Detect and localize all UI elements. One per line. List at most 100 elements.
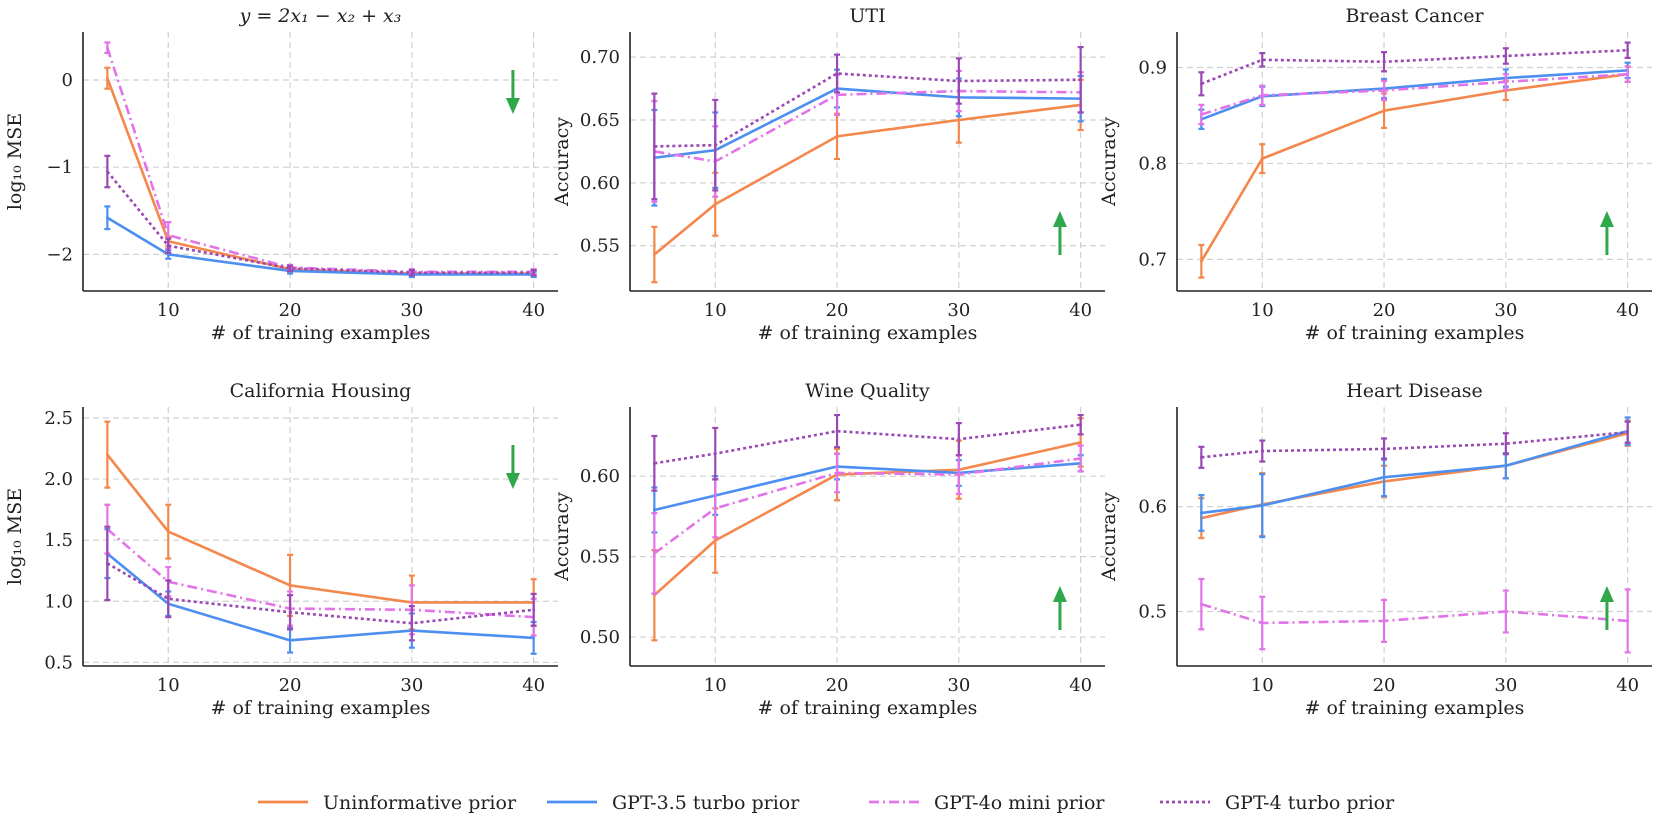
data-point: [1626, 48, 1630, 52]
x-tick-label: 40: [522, 300, 545, 321]
x-tick-label: 30: [947, 675, 970, 696]
series-line: [1200, 72, 1628, 262]
y-tick-label: 0.65: [580, 110, 620, 131]
data-point: [1504, 442, 1508, 446]
data-point: [957, 473, 961, 476]
arrow-up-icon: [1052, 586, 1067, 602]
x-tick-label: 20: [826, 300, 849, 321]
series-line: [106, 77, 534, 275]
y-tick-label: 2.5: [44, 408, 73, 429]
x-tick-label: 30: [400, 675, 423, 696]
data-point: [1504, 80, 1508, 84]
legend: Uninformative prior GPT-3.5 turbo prior GP…: [258, 792, 1395, 814]
data-point: [713, 202, 717, 206]
series-gpt4omini: [651, 444, 1084, 595]
series-gpt4turbo: [104, 525, 537, 642]
data-point: [1079, 440, 1083, 444]
series-gpt4omini: [1198, 577, 1631, 654]
data-point: [1199, 113, 1203, 116]
legend-label: GPT-3.5 turbo prior: [612, 792, 800, 814]
series-gpt4turbo: [651, 45, 1084, 201]
x-axis-label: # of training examples: [758, 697, 978, 719]
series-line: [106, 47, 534, 274]
legend-item-uninformative: Uninformative prior: [258, 792, 517, 814]
y-tick-label: 0.50: [580, 627, 620, 648]
x-tick-label: 30: [1494, 300, 1517, 321]
series-line: [106, 216, 534, 276]
x-tick-label: 10: [704, 300, 727, 321]
arrow-down-icon: [505, 98, 520, 114]
data-point: [835, 134, 839, 138]
data-point: [410, 271, 414, 275]
y-axis-label: Accuracy: [1098, 117, 1120, 207]
series-gpt4turbo: [1198, 41, 1631, 97]
y-axis-label: Accuracy: [1098, 492, 1120, 582]
series-gpt4omini: [1198, 65, 1631, 126]
chart-panel-2: 10 20 30 40 0.55 0.60 0.65 0.70 UTI # of training…: [551, 5, 1105, 344]
legend-item-gpt4turbo: GPT-4 turbo prior: [1160, 792, 1395, 814]
y-tick-label: −1: [46, 157, 73, 178]
chart-panel-5: 10 20 30 40 0.50 0.55 0.60 Wine Quality # of tra…: [551, 380, 1105, 719]
data-point: [1079, 423, 1083, 427]
data-point: [166, 530, 170, 534]
series-line: [106, 170, 534, 274]
x-tick-label: 10: [704, 675, 727, 696]
data-point: [1382, 109, 1386, 113]
y-axis-label: Accuracy: [551, 492, 573, 582]
chart-title: Heart Disease: [1346, 380, 1483, 402]
data-point: [532, 636, 536, 640]
data-point: [835, 471, 839, 475]
x-tick-label: 10: [157, 675, 180, 696]
y-axis-label: Accuracy: [551, 117, 573, 207]
x-tick-label: 20: [826, 675, 849, 696]
data-point: [532, 608, 536, 612]
series-line: [1200, 72, 1628, 116]
series-line: [654, 87, 1081, 160]
x-tick-label: 40: [1616, 675, 1639, 696]
data-point: [1260, 58, 1264, 62]
series-line: [1200, 602, 1628, 625]
chart-panel-1: 10 20 30 40 0 −1 −2 y = 2x₁ − x₂ + x₃ # of train…: [4, 5, 558, 344]
series-line: [653, 103, 1081, 256]
data-point: [410, 621, 414, 625]
series-line: [654, 423, 1081, 465]
data-point: [105, 561, 109, 565]
series-gpt4turbo: [104, 154, 537, 277]
data-point: [1260, 157, 1264, 161]
y-tick-label: 0.55: [580, 236, 620, 257]
y-tick-label: 1.5: [44, 530, 73, 551]
x-tick-label: 40: [1616, 300, 1639, 321]
chart-title: Breast Cancer: [1345, 5, 1484, 27]
data-point: [1626, 430, 1630, 434]
x-tick-label: 20: [279, 300, 302, 321]
y-axis-label: log₁₀ MSE: [4, 488, 26, 585]
arrow-up-icon: [1599, 211, 1614, 227]
data-point: [1260, 449, 1264, 453]
x-axis-label: # of training examples: [211, 697, 431, 719]
x-tick-label: 10: [157, 300, 180, 321]
data-point: [1260, 504, 1264, 507]
data-point: [1079, 78, 1083, 82]
legend-label: Uninformative prior: [323, 792, 517, 814]
y-axis-label: log₁₀ MSE: [4, 113, 26, 210]
chart-panel-3: 10 20 30 40 0.7 0.8 0.9 Breast Cancer # of train…: [1098, 5, 1652, 344]
legend-item-gpt4omini: GPT-4o mini prior: [869, 792, 1105, 814]
data-point: [713, 143, 717, 147]
series-line: [1201, 429, 1628, 515]
data-point: [957, 118, 961, 122]
chart-title: UTI: [849, 5, 885, 27]
y-tick-label: 0.60: [580, 466, 620, 487]
y-tick-label: 0.9: [1138, 57, 1167, 78]
x-axis-label: # of training examples: [211, 322, 431, 344]
y-tick-label: 2.0: [44, 469, 73, 490]
series-line: [654, 89, 1081, 163]
legend-item-gpt35: GPT-3.5 turbo prior: [547, 792, 800, 814]
data-point: [1382, 475, 1386, 479]
series-gpt4turbo: [1198, 420, 1631, 469]
data-point: [1199, 82, 1203, 86]
y-tick-label: 0.5: [44, 652, 73, 673]
data-point: [1079, 457, 1083, 460]
series-gpt35: [1198, 416, 1631, 539]
data-point: [166, 233, 170, 237]
